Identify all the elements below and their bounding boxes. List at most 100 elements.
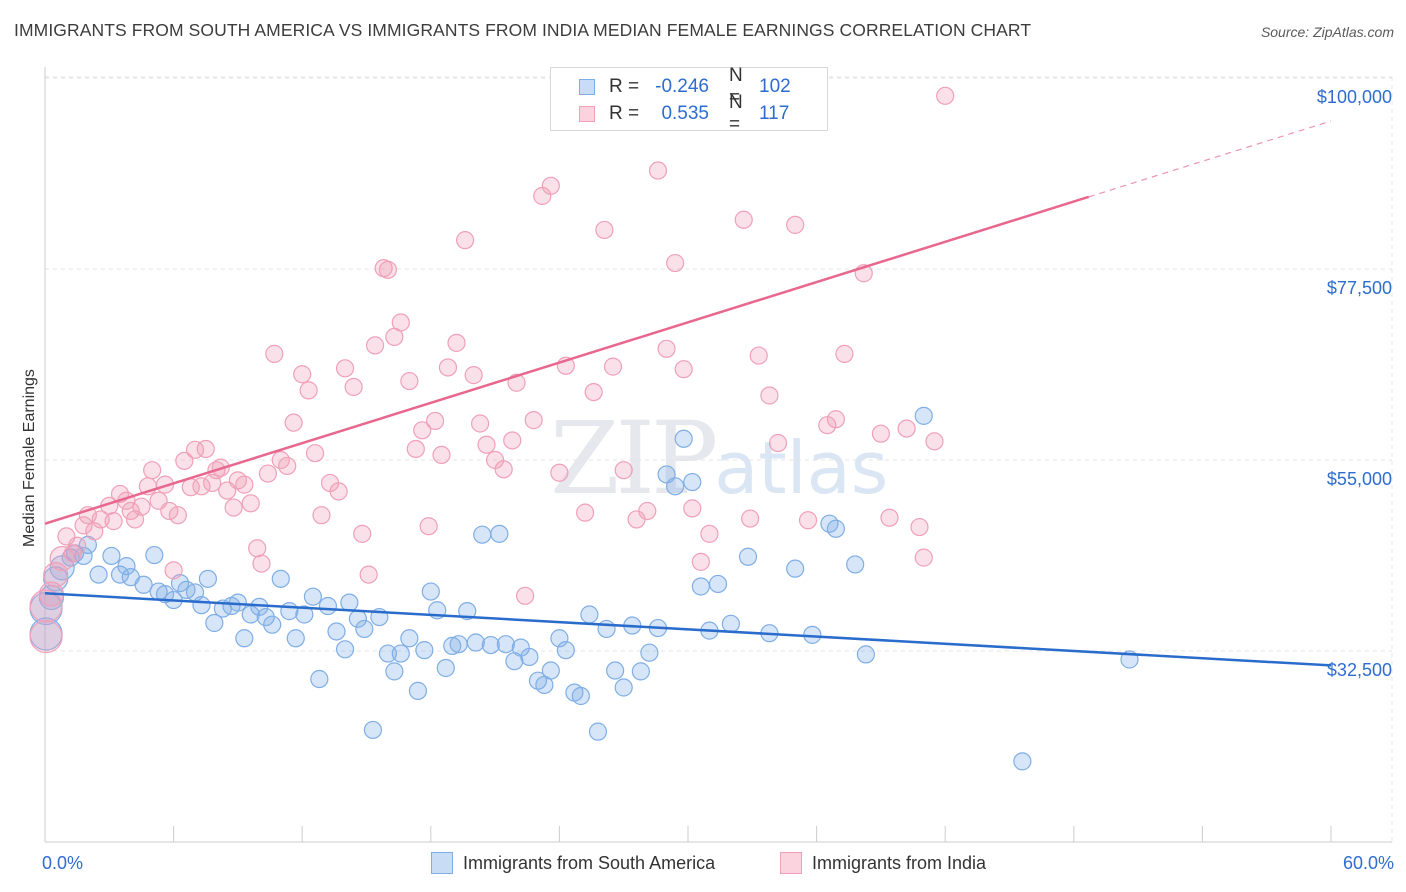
point-india bbox=[196, 439, 215, 459]
point-south-america bbox=[303, 587, 323, 606]
point-india bbox=[638, 501, 657, 521]
point-south-america bbox=[340, 593, 359, 612]
point-south-america bbox=[721, 614, 740, 633]
point-south-america bbox=[826, 519, 845, 538]
point-south-america bbox=[606, 661, 625, 680]
point-south-america bbox=[318, 596, 338, 616]
point-india bbox=[760, 386, 779, 405]
point-south-america bbox=[473, 525, 492, 544]
point-south-america bbox=[335, 640, 355, 659]
point-india bbox=[657, 339, 676, 358]
y-tick-label-32500: $32,500 bbox=[1326, 660, 1392, 680]
point-india bbox=[104, 512, 123, 531]
point-india bbox=[464, 366, 483, 385]
point-india bbox=[378, 260, 398, 279]
point-india bbox=[419, 517, 438, 536]
point-india bbox=[734, 210, 753, 229]
legend-r-value: -0.246 bbox=[655, 76, 709, 97]
point-india bbox=[74, 516, 93, 535]
axes bbox=[44, 67, 1392, 843]
legend-swatch-south-america bbox=[431, 852, 453, 874]
point-south-america bbox=[102, 546, 121, 566]
point-india bbox=[359, 565, 378, 584]
point-india bbox=[425, 411, 445, 431]
point-india bbox=[365, 336, 385, 355]
point-south-america bbox=[408, 681, 428, 700]
point-india bbox=[312, 506, 331, 525]
point-south-america bbox=[708, 574, 728, 594]
point-south-america bbox=[256, 607, 275, 627]
legend-item-south-america[interactable]: Immigrants from South America bbox=[431, 852, 715, 874]
legend-r-label: R = bbox=[609, 76, 640, 97]
point-india bbox=[391, 313, 410, 332]
point-south-america bbox=[597, 619, 616, 639]
point-india bbox=[299, 381, 318, 400]
point-south-america bbox=[640, 643, 659, 662]
point-india bbox=[241, 494, 260, 513]
point-south-america bbox=[385, 662, 404, 681]
point-india bbox=[132, 497, 151, 516]
point-south-america bbox=[588, 722, 608, 741]
legend-r-value: 0.535 bbox=[661, 103, 709, 124]
point-india bbox=[691, 552, 710, 571]
point-india bbox=[284, 413, 303, 432]
legend-swatch-india bbox=[780, 852, 802, 874]
point-south-america bbox=[674, 429, 693, 448]
point-india bbox=[143, 461, 162, 480]
point-south-america bbox=[198, 569, 217, 588]
point-india bbox=[413, 421, 432, 440]
point-south-america bbox=[363, 720, 383, 740]
point-india bbox=[584, 382, 603, 402]
point-south-america bbox=[691, 577, 710, 596]
legend-n-label: N = bbox=[729, 92, 743, 135]
point-india bbox=[897, 419, 916, 438]
y-tick-label-55000: $55,000 bbox=[1326, 469, 1392, 489]
legend-n-value: 117 bbox=[759, 103, 790, 124]
point-india bbox=[524, 411, 543, 430]
point-south-america bbox=[914, 406, 933, 425]
point-india bbox=[293, 365, 312, 384]
watermark-atlas: atlas bbox=[714, 426, 889, 510]
point-india bbox=[224, 498, 243, 517]
point-india bbox=[406, 439, 425, 459]
point-south-america bbox=[786, 559, 805, 578]
point-india bbox=[835, 344, 854, 363]
point-india bbox=[49, 545, 75, 572]
y-tick-label-77500: $77,500 bbox=[1326, 278, 1392, 298]
point-india bbox=[432, 445, 451, 465]
point-south-america bbox=[436, 658, 455, 678]
point-india bbox=[914, 548, 933, 567]
point-india bbox=[648, 161, 668, 180]
point-south-america bbox=[74, 546, 93, 566]
legend-item-india[interactable]: Immigrants from India bbox=[780, 852, 986, 874]
legend-n-value: 102 bbox=[759, 76, 791, 97]
trend-lines bbox=[44, 120, 1332, 667]
point-india bbox=[192, 477, 211, 496]
point-india bbox=[29, 589, 63, 623]
chart-title: IMMIGRANTS FROM SOUTH AMERICA VS IMMIGRA… bbox=[14, 20, 1032, 40]
point-india bbox=[666, 253, 685, 273]
point-south-america bbox=[391, 644, 410, 663]
point-south-america bbox=[541, 661, 560, 680]
point-india bbox=[160, 501, 179, 521]
legend-r-label: R = bbox=[609, 103, 640, 124]
point-south-america bbox=[421, 582, 440, 601]
point-india bbox=[910, 517, 929, 537]
point-india bbox=[550, 463, 569, 482]
source-credit: Source: ZipAtlas.com bbox=[1260, 24, 1394, 40]
data-points bbox=[29, 86, 1139, 771]
point-south-america bbox=[846, 555, 865, 574]
point-south-america bbox=[295, 605, 314, 624]
point-south-america bbox=[400, 629, 419, 648]
point-south-america bbox=[631, 662, 650, 681]
point-india bbox=[235, 475, 254, 494]
y-tick-label-100000: $100,000 bbox=[1316, 87, 1392, 107]
legend-row-south-america: R = -0.246 N = 102 bbox=[551, 65, 799, 108]
point-south-america bbox=[580, 605, 599, 624]
point-india bbox=[43, 561, 69, 588]
point-india bbox=[603, 357, 623, 376]
point-india bbox=[258, 464, 278, 483]
point-india bbox=[477, 435, 496, 454]
point-india bbox=[400, 371, 419, 391]
point-india bbox=[68, 536, 87, 555]
